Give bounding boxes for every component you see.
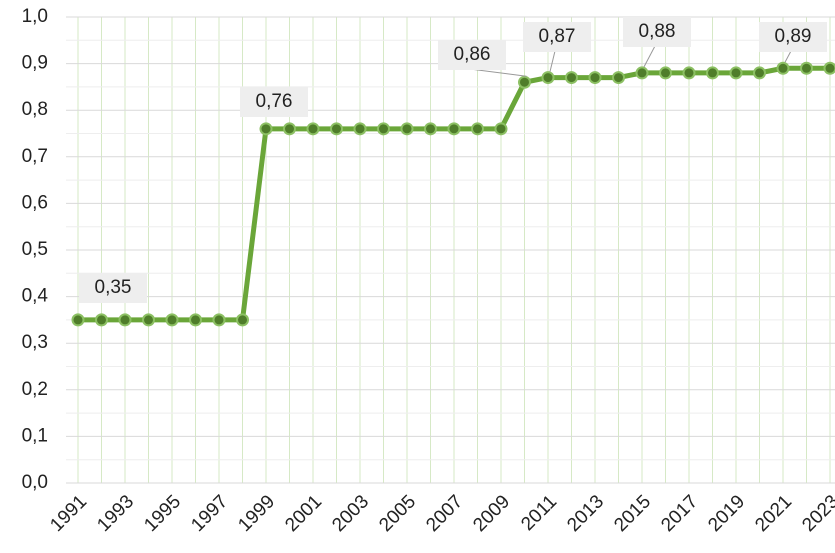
data-point <box>778 63 789 74</box>
data-point <box>613 72 624 83</box>
data-point <box>472 123 483 134</box>
data-point <box>214 314 225 325</box>
x-tick-label: 2023 <box>798 491 835 536</box>
data-label: 0,87 <box>539 26 576 47</box>
y-tick-label: 0,5 <box>22 239 48 260</box>
data-point <box>120 314 131 325</box>
data-point <box>237 314 248 325</box>
data-point <box>284 123 295 134</box>
leader-line <box>470 69 527 76</box>
data-point <box>143 314 154 325</box>
data-point <box>590 72 601 83</box>
y-tick-label: 0,6 <box>22 192 48 213</box>
data-point <box>754 67 765 78</box>
y-tick-label: 0,0 <box>22 472 48 493</box>
y-tick-label: 0,8 <box>22 99 48 120</box>
data-point <box>425 123 436 134</box>
x-tick-label: 2013 <box>563 491 608 536</box>
x-tick-label: 2007 <box>422 491 467 536</box>
x-tick-label: 1995 <box>140 491 185 536</box>
data-point <box>825 63 835 74</box>
data-point <box>496 123 507 134</box>
data-point <box>637 67 648 78</box>
x-tick-label: 1999 <box>234 491 279 536</box>
x-tick-label: 2011 <box>517 491 561 535</box>
data-point <box>402 123 413 134</box>
y-tick-label: 0,4 <box>22 286 49 307</box>
y-tick-label: 0,2 <box>22 379 48 400</box>
data-point <box>190 314 201 325</box>
data-point <box>378 123 389 134</box>
x-tick-label: 2015 <box>610 491 655 536</box>
x-tick-label: 2019 <box>704 491 749 536</box>
data-point <box>519 77 530 88</box>
data-label: 0,76 <box>256 91 293 112</box>
data-point <box>543 72 554 83</box>
leader-line <box>785 51 791 62</box>
x-tick-label: 2017 <box>657 491 702 536</box>
x-tick-label: 1993 <box>93 491 138 536</box>
x-tick-label: 2001 <box>281 491 326 536</box>
y-tick-label: 0,7 <box>22 146 48 167</box>
data-label: 0,89 <box>775 26 812 47</box>
data-point <box>660 67 671 78</box>
data-point <box>96 314 107 325</box>
x-tick-label: 2009 <box>469 491 514 536</box>
data-point <box>73 314 84 325</box>
data-point <box>261 123 272 134</box>
data-point <box>707 67 718 78</box>
data-point <box>801 63 812 74</box>
data-point <box>449 123 460 134</box>
x-tick-label: 1991 <box>46 491 91 536</box>
data-point <box>331 123 342 134</box>
y-tick-label: 0,3 <box>22 332 48 353</box>
data-point <box>566 72 577 83</box>
y-tick-label: 1,0 <box>22 6 48 27</box>
y-tick-label: 0,9 <box>22 53 48 74</box>
data-point <box>731 67 742 78</box>
data-point <box>684 67 695 78</box>
x-tick-label: 2005 <box>375 491 420 536</box>
y-tick-label: 0,1 <box>22 425 48 446</box>
data-label: 0,35 <box>95 277 132 298</box>
data-label: 0,86 <box>454 44 491 65</box>
x-tick-label: 1997 <box>187 491 232 536</box>
data-label: 0,88 <box>639 21 676 42</box>
data-point <box>308 123 319 134</box>
data-point <box>355 123 366 134</box>
x-tick-label: 2021 <box>751 491 796 536</box>
leader-line <box>550 51 555 72</box>
data-point <box>167 314 178 325</box>
x-tick-label: 2003 <box>328 491 373 536</box>
